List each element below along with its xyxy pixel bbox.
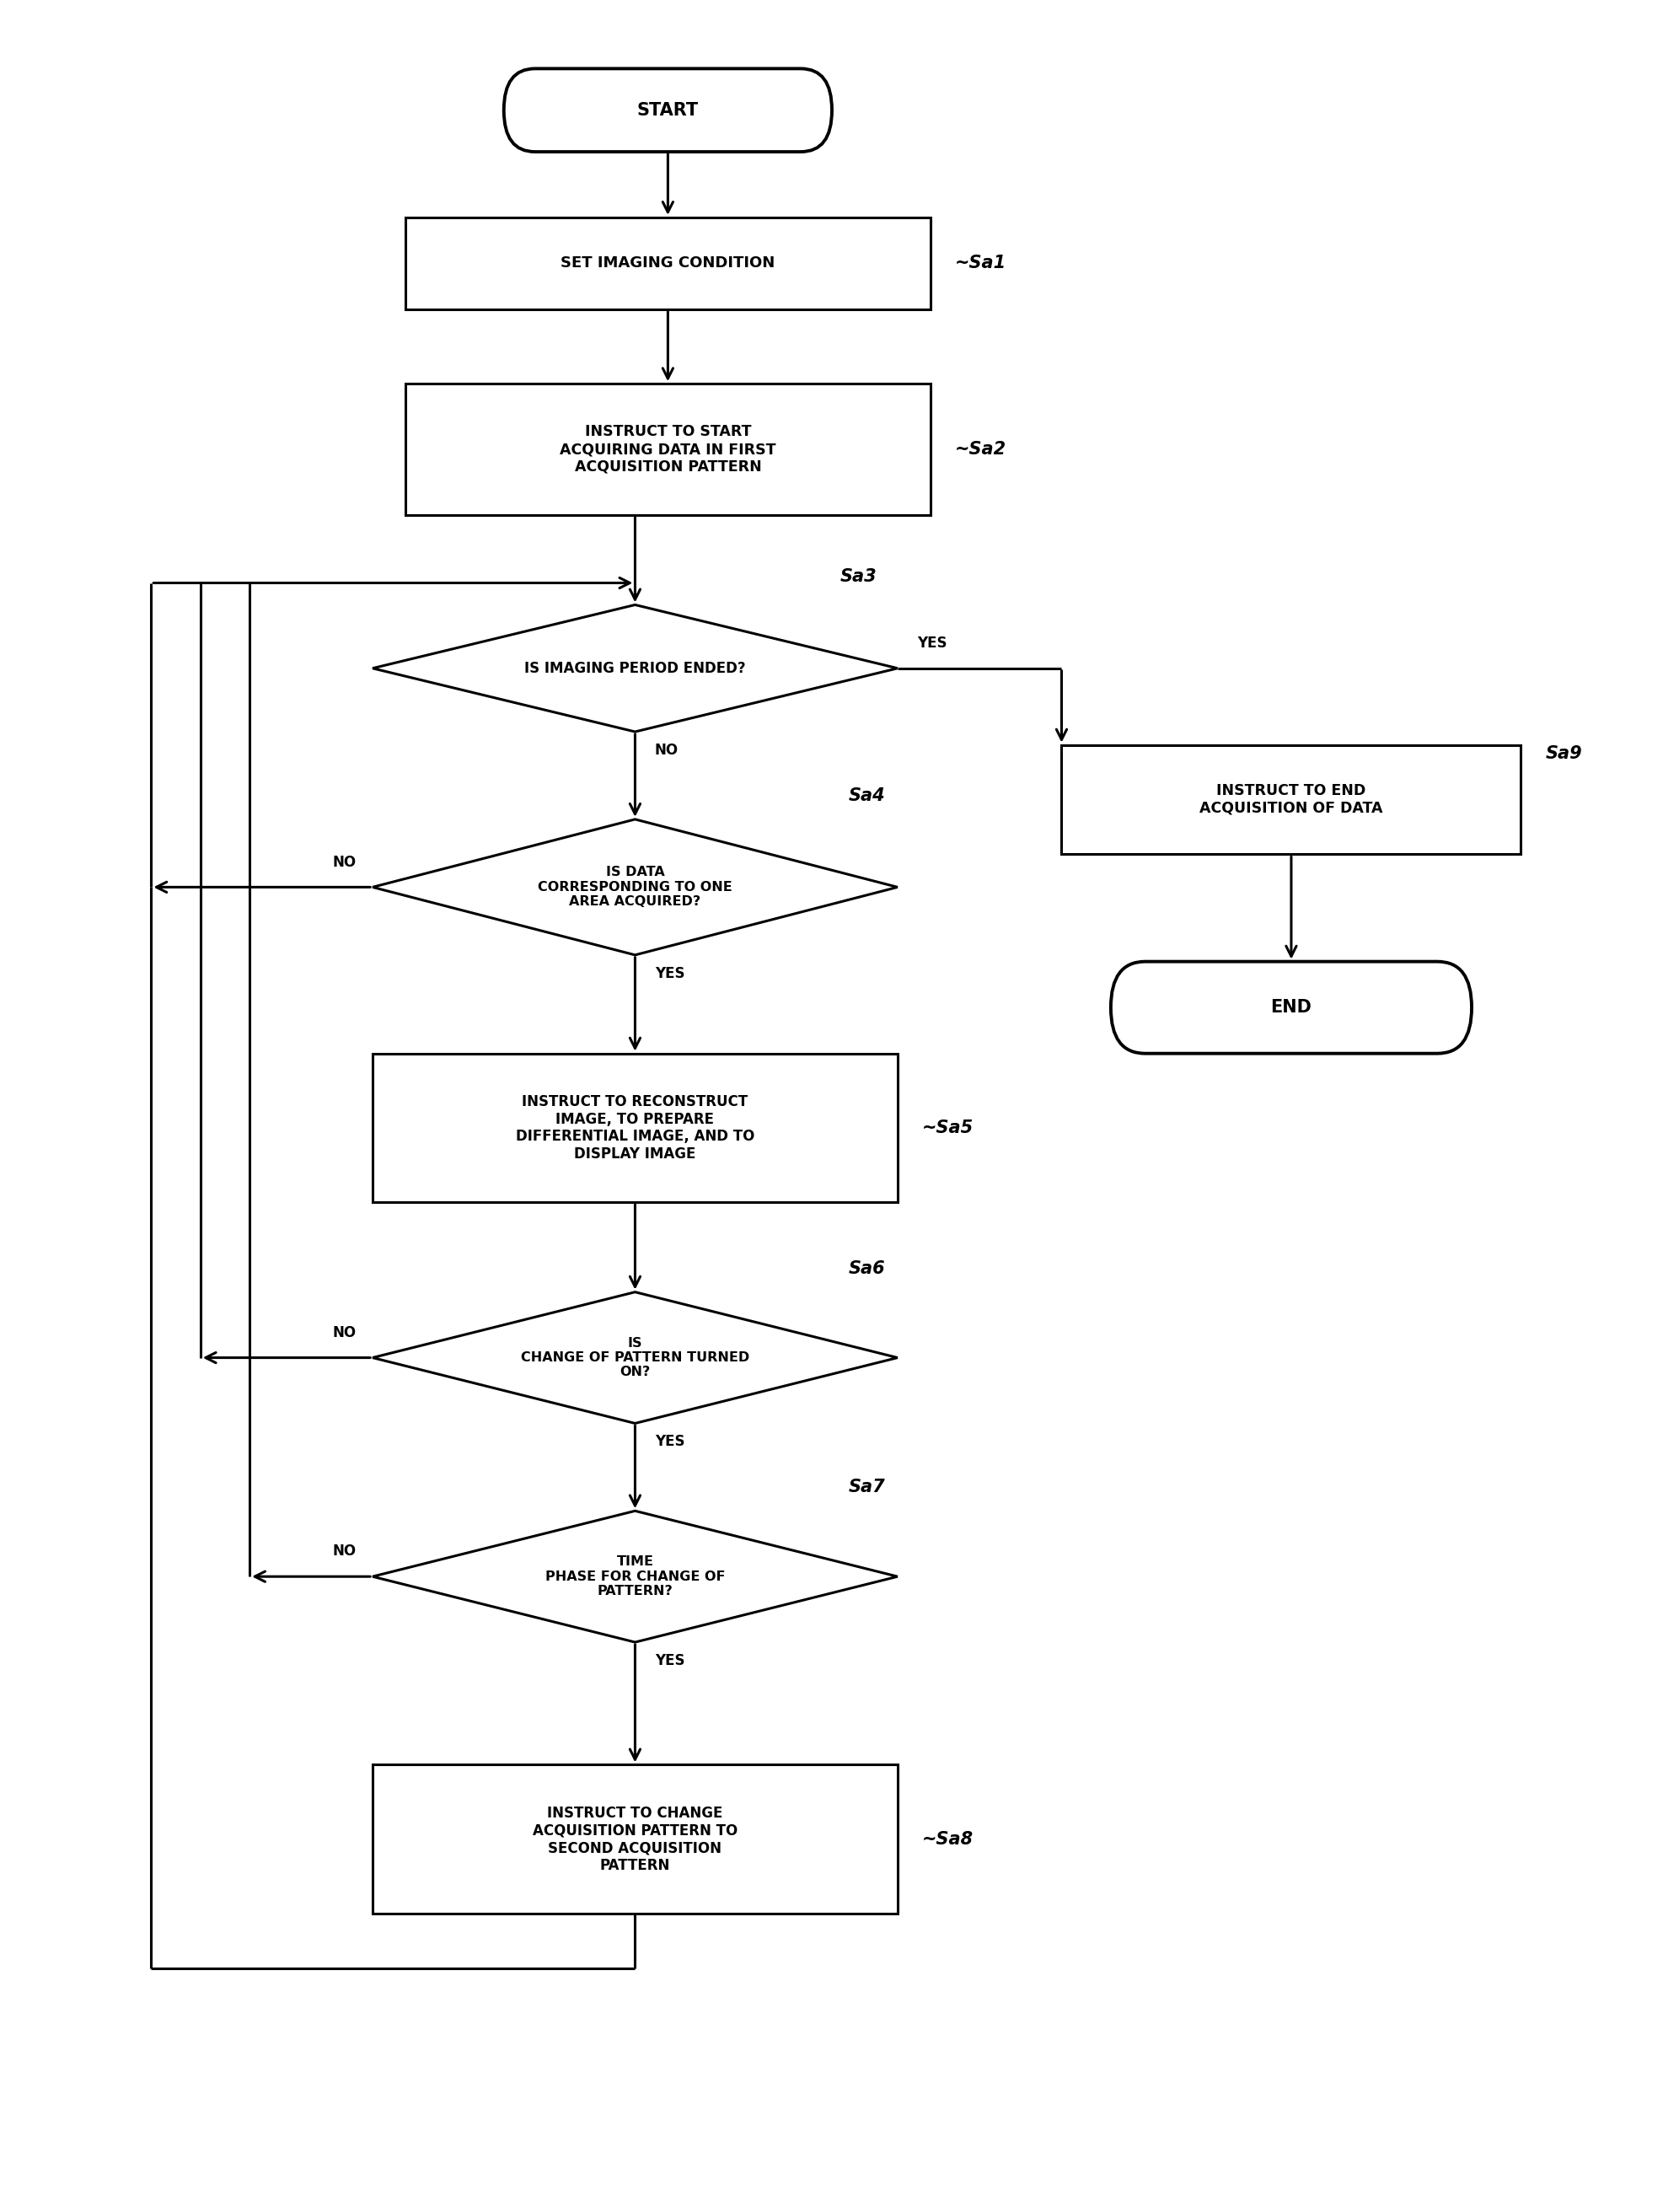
Polygon shape [373,604,896,732]
Text: ~Sa8: ~Sa8 [921,1832,973,1847]
Text: Sa6: Sa6 [848,1261,885,1276]
FancyBboxPatch shape [406,217,930,310]
FancyBboxPatch shape [1061,745,1520,854]
Text: NO: NO [333,1325,356,1340]
Text: YES: YES [655,1433,685,1449]
Text: END: END [1271,1000,1310,1015]
Text: NO: NO [655,743,679,759]
Polygon shape [373,1292,896,1422]
Text: INSTRUCT TO RECONSTRUCT
IMAGE, TO PREPARE
DIFFERENTIAL IMAGE, AND TO
DISPLAY IMA: INSTRUCT TO RECONSTRUCT IMAGE, TO PREPAR… [516,1095,753,1161]
Text: IS DATA
CORRESPONDING TO ONE
AREA ACQUIRED?: IS DATA CORRESPONDING TO ONE AREA ACQUIR… [537,867,732,909]
Polygon shape [373,1511,896,1641]
Text: Sa7: Sa7 [848,1478,885,1495]
Text: Sa4: Sa4 [848,787,885,803]
Text: IS
CHANGE OF PATTERN TURNED
ON?: IS CHANGE OF PATTERN TURNED ON? [521,1336,748,1378]
Text: TIME
PHASE FOR CHANGE OF
PATTERN?: TIME PHASE FOR CHANGE OF PATTERN? [545,1555,725,1597]
Text: SET IMAGING CONDITION: SET IMAGING CONDITION [560,257,775,272]
Text: YES: YES [655,1652,685,1668]
FancyBboxPatch shape [373,1053,896,1203]
Text: ~Sa1: ~Sa1 [955,254,1006,272]
FancyBboxPatch shape [504,69,832,153]
FancyBboxPatch shape [1111,962,1472,1053]
Text: INSTRUCT TO CHANGE
ACQUISITION PATTERN TO
SECOND ACQUISITION
PATTERN: INSTRUCT TO CHANGE ACQUISITION PATTERN T… [532,1805,737,1874]
Text: YES: YES [655,967,685,982]
Polygon shape [373,818,896,956]
Text: INSTRUCT TO START
ACQUIRING DATA IN FIRST
ACQUISITION PATTERN: INSTRUCT TO START ACQUIRING DATA IN FIRS… [559,425,775,476]
Text: Sa3: Sa3 [840,568,876,586]
Text: YES: YES [916,635,946,650]
Text: IS IMAGING PERIOD ENDED?: IS IMAGING PERIOD ENDED? [524,661,745,677]
Text: ~Sa2: ~Sa2 [955,440,1006,458]
FancyBboxPatch shape [406,383,930,515]
Text: INSTRUCT TO END
ACQUISITION OF DATA: INSTRUCT TO END ACQUISITION OF DATA [1199,783,1382,816]
Text: NO: NO [333,1544,356,1559]
Text: NO: NO [333,854,356,869]
Text: ~Sa5: ~Sa5 [921,1119,973,1137]
Text: START: START [637,102,698,119]
Text: Sa9: Sa9 [1545,745,1582,761]
FancyBboxPatch shape [373,1765,896,1913]
